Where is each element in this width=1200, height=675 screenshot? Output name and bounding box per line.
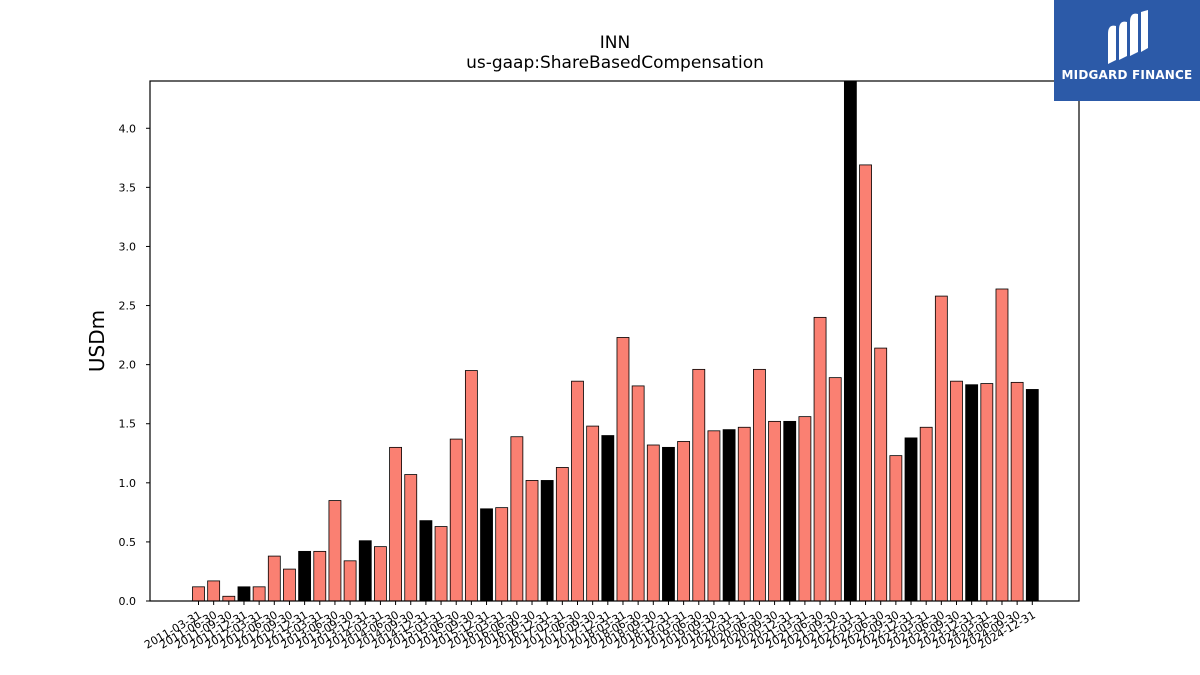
bar-2011-09-30 [222, 595, 236, 602]
bar-2019-12-31 [722, 429, 736, 602]
bar-2016-03-31 [495, 507, 509, 602]
bar-2012-03-31 [252, 586, 266, 602]
bar-2011-12-31 [237, 586, 251, 602]
bar-2012-09-30 [283, 568, 296, 602]
y-tick-label: 3.0 [119, 240, 137, 253]
bar-2018-03-31 [616, 337, 630, 602]
x-axis-ticks: 2011-03-312011-06-302011-09-302011-12-31… [142, 601, 1038, 652]
bar-2022-06-30 [874, 347, 888, 602]
bar-2013-09-30 [343, 560, 357, 602]
bar-2024-03-31 [980, 383, 994, 602]
bar-2019-03-31 [677, 441, 691, 602]
bar-2020-03-31 [737, 426, 751, 602]
chart-subtitle: us-gaap:ShareBasedCompensation [466, 53, 764, 73]
bar-2015-09-30 [464, 370, 478, 602]
bar-2023-06-30 [934, 295, 948, 602]
bar-2022-03-31 [859, 164, 872, 602]
bar-2021-03-31 [798, 416, 812, 602]
y-tick-label: 4.0 [119, 122, 137, 135]
bar-2013-06-30 [328, 500, 342, 602]
plot-frame [149, 80, 1080, 602]
bar-2023-09-30 [950, 380, 963, 602]
y-axis-label: USDm [85, 310, 109, 372]
bar-2018-06-30 [631, 385, 645, 602]
y-tick-label: 2.0 [119, 359, 137, 372]
bar-2015-06-30 [449, 438, 463, 602]
bar-2016-12-31 [540, 480, 554, 602]
bar-2024-09-30 [1010, 381, 1024, 602]
brand-logo: MIDGARD FINANCE [1054, 0, 1200, 101]
y-tick-label: 2.5 [119, 300, 137, 313]
bar-2012-06-30 [267, 555, 281, 602]
bar-2016-09-30 [525, 480, 539, 602]
bar-2020-06-30 [753, 368, 766, 602]
bar-2011-03-31 [192, 586, 205, 602]
y-tick-label: 3.5 [119, 181, 137, 194]
bar-2012-12-31 [298, 550, 312, 602]
bar-2024-12-31 [1025, 389, 1039, 602]
bar-2013-12-31 [358, 540, 372, 602]
bar-2021-06-30 [813, 316, 827, 602]
bar-2018-12-31 [662, 446, 675, 602]
bar-2018-09-30 [646, 444, 660, 602]
bar-2017-03-31 [555, 467, 569, 602]
brand-logo-text: MIDGARD FINANCE [1061, 68, 1193, 82]
bars-layer [192, 80, 1039, 602]
bar-2020-12-31 [783, 420, 797, 602]
bar-2023-12-31 [965, 384, 979, 602]
bar-2023-03-31 [919, 426, 933, 602]
bar-2014-09-30 [404, 474, 418, 602]
bar-2024-06-30 [995, 288, 1009, 602]
bar-2022-09-30 [889, 455, 903, 602]
y-tick-label: 0.0 [119, 595, 137, 608]
bar-2014-06-30 [389, 446, 402, 602]
bar-2020-09-30 [768, 420, 781, 602]
bar-2019-06-30 [692, 368, 706, 602]
bar-2015-12-31 [480, 508, 493, 602]
y-tick-label: 0.5 [119, 536, 137, 549]
bar-2015-03-31 [434, 526, 448, 602]
bar-2017-06-30 [571, 380, 584, 602]
y-axis-ticks: 0.0 0.5 1.0 1.5 2.0 2.5 3.0 3.5 4.0 [119, 122, 150, 608]
bar-2017-09-30 [586, 425, 600, 602]
bar-2017-12-31 [601, 435, 615, 602]
bar-2013-03-31 [313, 550, 327, 602]
bar-2014-03-31 [374, 546, 387, 602]
bar-2022-12-31 [904, 437, 918, 602]
bar-2014-12-31 [419, 520, 433, 602]
bar-2016-06-30 [510, 436, 524, 602]
bar-2019-09-30 [707, 430, 721, 602]
chart-title: INN [600, 33, 630, 53]
bar-2021-09-30 [828, 377, 842, 602]
midgard-logo-icon [1108, 10, 1148, 64]
bar-2011-06-30 [207, 580, 221, 602]
bar-2021-12-31 [843, 80, 857, 602]
y-tick-label: 1.5 [119, 418, 137, 431]
y-tick-label: 1.0 [119, 477, 137, 490]
